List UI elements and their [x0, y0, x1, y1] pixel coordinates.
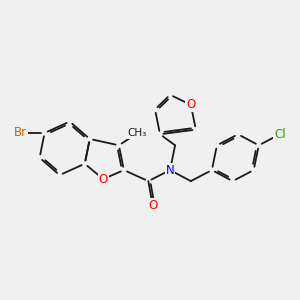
- Text: O: O: [186, 98, 195, 111]
- Text: Cl: Cl: [274, 128, 286, 141]
- Text: O: O: [148, 199, 157, 212]
- Text: CH₃: CH₃: [128, 128, 147, 138]
- Text: Br: Br: [14, 126, 27, 140]
- Text: O: O: [98, 172, 108, 186]
- Text: N: N: [166, 164, 175, 177]
